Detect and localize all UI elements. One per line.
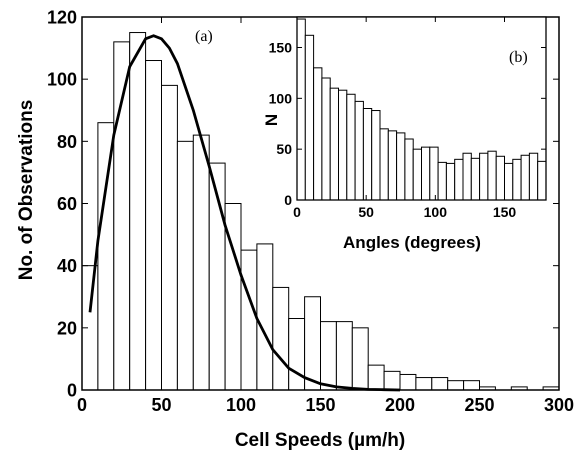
inset-bar	[528, 152, 539, 201]
inset-bar	[296, 18, 306, 201]
inset-bar	[520, 154, 530, 201]
inset-bar	[404, 138, 414, 201]
y-axis-label: No. of Observations	[16, 100, 37, 281]
main-bar	[304, 296, 322, 391]
inset-bar	[470, 157, 481, 201]
panel-label-a: (a)	[195, 28, 213, 45]
inset-bar	[329, 87, 340, 201]
main-bar	[256, 243, 274, 391]
inset-bar	[387, 130, 398, 201]
inset-x-axis-label: Angles (degrees)	[343, 233, 481, 252]
main-bar	[113, 41, 131, 391]
inset-bar	[487, 150, 497, 201]
main-bar	[320, 321, 337, 391]
main-bar	[367, 364, 385, 391]
main-bar	[272, 286, 290, 391]
main-bar	[447, 380, 465, 391]
inset-bar	[429, 146, 439, 201]
main-x-tick-label: 50	[151, 395, 171, 415]
main-bar	[335, 321, 353, 391]
inset-x-ticks: 0 50 100 150	[293, 17, 516, 220]
main-bar	[240, 249, 258, 391]
inset-y-tick-label: 0	[284, 192, 292, 208]
main-x-tick-label: 100	[226, 395, 256, 415]
main-y-tick-label: 100	[47, 70, 77, 90]
fit-curve	[88, 34, 401, 392]
main-y-tick-label: 60	[57, 194, 77, 214]
inset-x-tick-label: 0	[293, 204, 301, 220]
main-y-tick-label: 120	[47, 7, 77, 27]
inset-histogram-panel: 0 50 100 150 0 50 100 150 Angles (degrees) N (…	[262, 16, 547, 252]
inset-bar	[396, 132, 406, 201]
main-bar	[192, 134, 210, 391]
main-bar	[431, 377, 449, 391]
inset-bar	[479, 152, 489, 201]
main-x-ticks: 0 50 100 150 200 250 300	[77, 17, 574, 415]
main-histogram-panel: 0 50 100 150 200 250 300 0 20 40 60 80 100 120 Cell …	[16, 7, 574, 451]
main-bar	[161, 84, 178, 391]
main-bar	[129, 32, 147, 391]
inset-bar	[504, 162, 514, 201]
inset-y-axis-label: N	[262, 114, 281, 126]
inset-bar	[437, 161, 447, 201]
inset-bar	[354, 100, 364, 201]
main-bar	[145, 60, 163, 391]
main-x-tick-label: 0	[77, 395, 87, 415]
inset-y-tick-label: 100	[269, 90, 293, 106]
inset-bar	[445, 162, 456, 201]
main-y-ticks: 0 20 40 60 80 100 120	[47, 7, 559, 400]
inset-bar	[454, 158, 464, 201]
main-y-tick-label: 0	[67, 380, 77, 400]
inset-x-tick-label: 150	[493, 204, 517, 220]
main-y-tick-label: 20	[57, 318, 77, 338]
main-bar	[383, 370, 401, 391]
main-bar	[176, 140, 194, 391]
inset-bar	[321, 77, 331, 201]
inset-bar	[362, 108, 373, 201]
inset-bar	[338, 89, 348, 201]
main-x-tick-label: 250	[464, 395, 494, 415]
inset-bar	[371, 110, 381, 201]
inset-bar	[421, 146, 431, 201]
main-bar	[463, 380, 481, 391]
inset-bar	[346, 93, 356, 201]
main-bar	[399, 373, 417, 391]
main-bar	[415, 377, 433, 391]
inset-y-tick-label: 50	[276, 141, 292, 157]
inset-bar	[412, 148, 423, 201]
inset-y-ticks: 0 50 100 150	[269, 40, 546, 208]
main-y-tick-label: 80	[57, 132, 77, 152]
inset-bar	[462, 152, 472, 201]
inset-x-tick-label: 100	[424, 204, 448, 220]
inset-y-tick-label: 150	[269, 40, 293, 56]
main-bar	[288, 318, 306, 391]
inset-x-tick-label: 50	[358, 204, 374, 220]
main-x-tick-label: 150	[305, 395, 335, 415]
main-bar	[97, 122, 115, 391]
main-x-tick-label: 200	[385, 395, 415, 415]
main-bar	[351, 327, 369, 391]
inset-bar	[313, 67, 323, 201]
main-y-tick-label: 40	[57, 256, 77, 276]
inset-bar	[495, 155, 506, 201]
inset-bar	[512, 158, 522, 201]
inset-bar	[379, 128, 389, 201]
panel-label-b: (b)	[509, 49, 528, 66]
inset-bar	[537, 160, 547, 201]
inset-plot-frame	[296, 16, 547, 201]
main-x-tick-label: 300	[544, 395, 574, 415]
inset-bar	[304, 34, 315, 201]
x-axis-label: Cell Speeds (µm/h)	[235, 430, 405, 451]
